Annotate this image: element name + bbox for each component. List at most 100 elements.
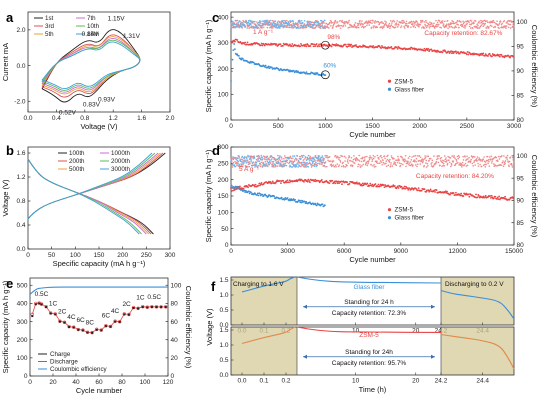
ce-point-glass: [308, 158, 310, 160]
ce-point-zsm5: [278, 162, 280, 165]
capacity-point-zsm5: [348, 45, 350, 47]
ce-point-zsm5: [333, 22, 336, 25]
ce-point-zsm5: [272, 160, 275, 163]
ce-point-glass: [314, 154, 317, 157]
ce-point-zsm5: [256, 160, 259, 162]
ce-point-zsm5: [471, 155, 473, 158]
ce-point-zsm5: [480, 19, 482, 22]
ce-point-zsm5: [511, 166, 514, 168]
ce-point-glass: [275, 23, 278, 25]
y2-tick-label: 100: [517, 19, 528, 26]
ce-point-zsm5: [344, 22, 346, 25]
ce-point-zsm5: [456, 23, 458, 26]
ce-point-zsm5: [507, 26, 510, 29]
ce-point-glass: [288, 157, 291, 159]
ce-point-zsm5: [368, 160, 370, 162]
rate-label: 4C: [111, 308, 120, 315]
ce-point-zsm5: [401, 158, 404, 160]
ce-point-zsm5: [371, 158, 374, 161]
x-tick-label: 1500: [365, 123, 380, 130]
capacity-point-zsm5: [397, 187, 400, 189]
y-tick-label: 1.0: [219, 292, 228, 299]
capacity-point-zsm5: [454, 194, 457, 196]
ce-point-zsm5: [388, 22, 391, 25]
capacity-point-zsm5: [444, 50, 447, 53]
ce-point-zsm5: [462, 22, 465, 25]
ce-point-zsm5: [347, 162, 350, 164]
ce-point-zsm5: [299, 155, 302, 158]
plot-frame: [27, 11, 171, 113]
legend-label: ZSM-5: [394, 207, 413, 214]
ce-point-zsm5: [486, 159, 489, 162]
ce-point-glass: [234, 165, 237, 168]
ce-point-glass: [264, 165, 267, 167]
ce-point-zsm5: [288, 22, 291, 25]
ce-point-glass: [247, 154, 249, 157]
ce-point-zsm5: [406, 22, 408, 25]
discharge-point: [76, 327, 81, 332]
ce-point-zsm5: [336, 163, 339, 165]
ce-point-glass: [283, 164, 286, 167]
ce-point-zsm5: [372, 165, 374, 167]
ce-point-zsm5: [410, 158, 413, 161]
ce-point-zsm5: [467, 158, 469, 160]
capacity-point-zsm5: [348, 182, 351, 185]
legend-marker: [387, 79, 392, 83]
ce-point-glass: [271, 156, 274, 159]
y-tick-label: 100: [218, 210, 229, 217]
ce-point-zsm5: [241, 159, 244, 161]
capacity-point-glass: [280, 196, 283, 199]
ce-point-zsm5: [361, 164, 363, 167]
capacity-point-zsm5: [482, 52, 485, 55]
ce-point-zsm5: [497, 24, 500, 26]
capacity-point-glass: [288, 199, 290, 202]
ce-point-glass: [260, 20, 262, 23]
ce-point-zsm5: [332, 24, 335, 27]
ce-point-zsm5: [355, 159, 357, 162]
ce-point-zsm5: [427, 164, 429, 167]
capacity-point-glass: [230, 80, 232, 82]
coulombic-efficiency-points: [230, 19, 515, 29]
ce-point-glass: [304, 164, 306, 166]
capacity-point-zsm5: [326, 45, 329, 48]
ce-point-zsm5: [472, 164, 474, 167]
ce-point-zsm5: [300, 25, 303, 27]
capacity-point-zsm5: [279, 180, 282, 182]
ce-point-zsm5: [439, 26, 441, 29]
ce-point-glass: [306, 23, 309, 25]
capacity-point-zsm5: [455, 191, 457, 194]
ce-point-zsm5: [494, 26, 497, 28]
ce-point-zsm5: [505, 27, 507, 29]
ce-point-zsm5: [366, 24, 368, 27]
ce-point-zsm5: [311, 162, 314, 165]
ce-point-glass: [313, 165, 316, 168]
capacity-point-zsm5: [346, 181, 349, 184]
ce-point-zsm5: [273, 166, 275, 168]
ce-point-zsm5: [512, 25, 515, 27]
ce-point-zsm5: [465, 165, 468, 167]
ce-point-zsm5: [359, 19, 361, 22]
ce-point-zsm5: [468, 156, 470, 159]
ce-point-zsm5: [372, 155, 375, 157]
ce-point-zsm5: [470, 23, 472, 26]
retention-marker-glass: [320, 70, 330, 80]
discharge-point: [141, 304, 145, 309]
ce-point-zsm5: [262, 161, 265, 164]
discharge-point: [67, 324, 71, 329]
ce-point-zsm5: [296, 26, 299, 29]
ce-point-zsm5: [409, 161, 412, 163]
ce-point-zsm5: [344, 160, 346, 162]
y-tick-label: 0: [225, 242, 229, 249]
ce-point-zsm5: [464, 162, 467, 165]
ce-point-zsm5: [425, 19, 427, 22]
ce-point-zsm5: [347, 159, 349, 161]
ce-point-glass: [252, 20, 255, 23]
rate-label: 0.5C: [147, 294, 161, 301]
ce-point-glass: [301, 21, 304, 24]
ce-point-glass: [255, 161, 258, 164]
ce-point-glass: [246, 166, 249, 168]
charge-point: [95, 328, 98, 331]
ce-point-zsm5: [389, 27, 391, 29]
capacity-point-zsm5: [500, 53, 503, 56]
